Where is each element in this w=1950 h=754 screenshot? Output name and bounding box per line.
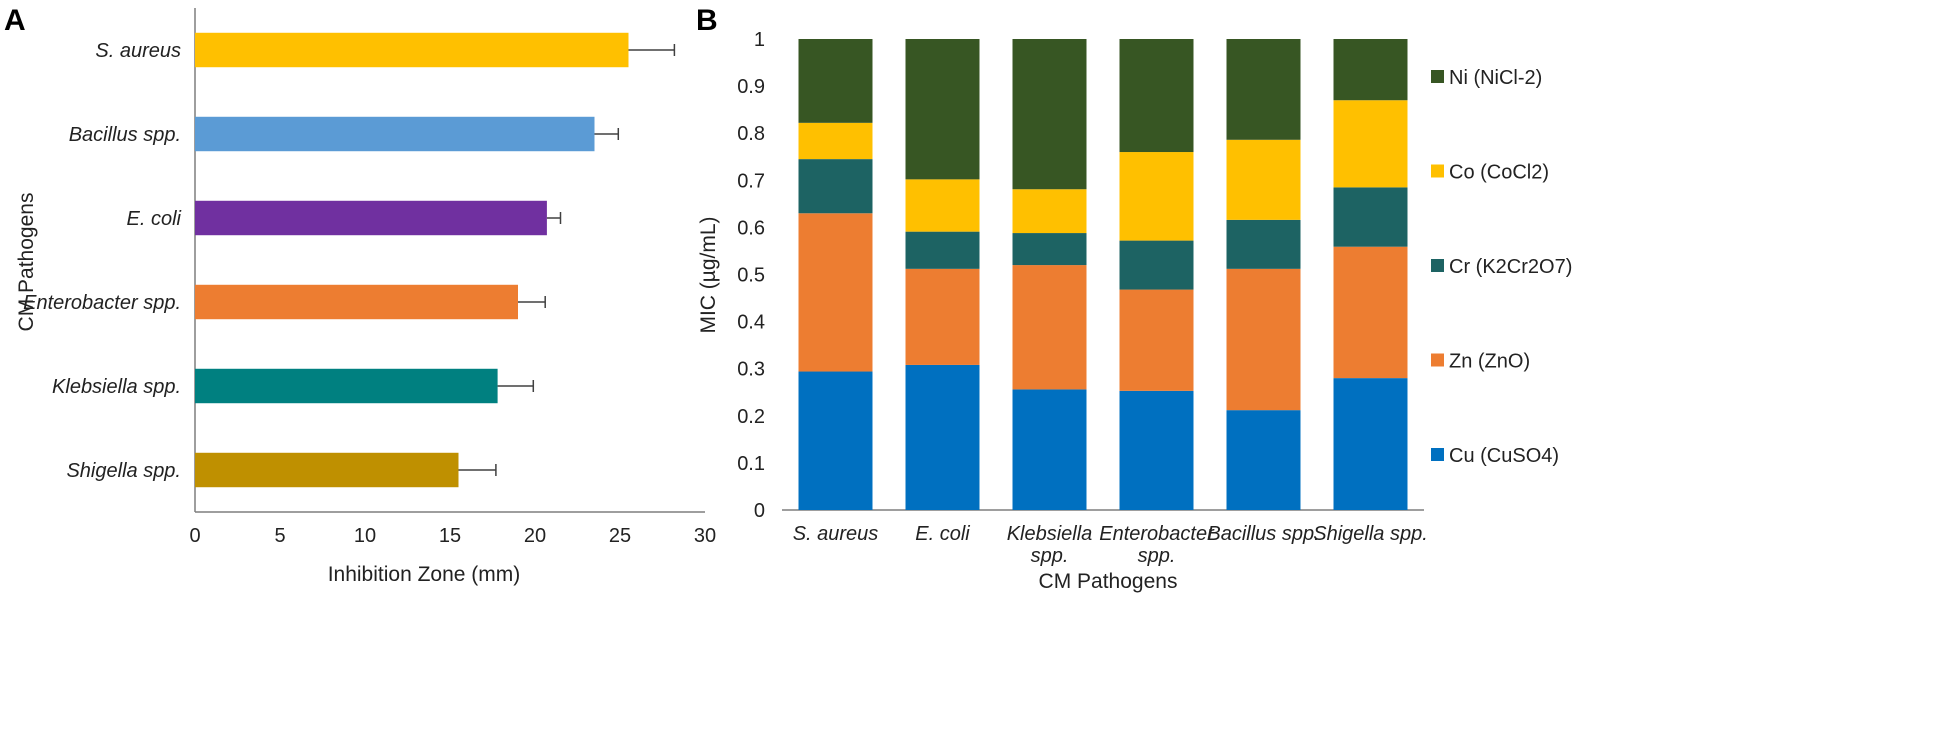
category-label-line: S. aureus <box>793 523 879 545</box>
category-label-line: spp. <box>1031 545 1069 567</box>
segment-co-cocl2-e-coli <box>905 179 980 232</box>
segment-co-cocl2-bacillus-spp <box>1226 139 1301 220</box>
category-label-enterobacter-spp: Enterobacter spp. <box>1099 523 1215 567</box>
category-label-shigella-spp: Shigella spp. <box>1313 523 1428 545</box>
segment-cu-cuso4-shigella-spp <box>1333 378 1408 510</box>
legend-label-cr-k2cr2o7: Cr (K2Cr2O7) <box>1449 256 1572 278</box>
bar-enterobacter-spp <box>195 284 518 320</box>
category-label-shigella-spp: Shigella spp. <box>66 460 181 482</box>
segment-cu-cuso4-klebsiella-spp <box>1012 389 1087 510</box>
legend-swatch-cu-cuso4 <box>1431 448 1444 461</box>
y-tick-0-2: 0.2 <box>737 406 765 428</box>
category-label-line: Klebsiella <box>1007 523 1093 545</box>
y-tick-0-6: 0.6 <box>737 217 765 239</box>
segment-zn-zno-shigella-spp <box>1333 246 1408 379</box>
segment-cr-k2cr2o7-shigella-spp <box>1333 187 1408 247</box>
y-tick-0: 0 <box>754 500 765 522</box>
segment-co-cocl2-enterobacter-spp <box>1119 152 1194 241</box>
legend-swatch-ni-nicl-2 <box>1431 70 1444 83</box>
segment-cr-k2cr2o7-enterobacter-spp <box>1119 240 1194 290</box>
category-label-line: Shigella spp. <box>1313 523 1428 545</box>
y-tick-0-4: 0.4 <box>737 312 765 334</box>
legend-label-co-cocl2: Co (CoCl2) <box>1449 162 1549 184</box>
category-label-e-coli: E. coli <box>915 523 970 545</box>
legend-swatch-zn-zno <box>1431 353 1444 367</box>
segment-zn-zno-e-coli <box>905 268 980 365</box>
segment-cr-k2cr2o7-e-coli <box>905 231 980 269</box>
bar-bacillus-spp <box>195 116 595 152</box>
legend-label-ni-nicl-2: Ni (NiCl-2) <box>1449 67 1542 89</box>
category-label-klebsiella-spp: Klebsiella spp. <box>1007 523 1093 567</box>
category-label-bacillus-spp: Bacillus spp. <box>69 124 181 146</box>
category-label-line: E. coli <box>915 523 970 545</box>
panel-b: B 0 0.1 0.2 0.3 0.4 0.5 0.6 0.7 0.8 0.9 1 S. aureu… <box>696 4 1572 593</box>
x-tick-30: 30 <box>694 525 716 547</box>
segment-cr-k2cr2o7-s-aureus <box>798 159 873 214</box>
x-tick-5: 5 <box>274 525 285 547</box>
x-tick-0: 0 <box>189 525 200 547</box>
segment-co-cocl2-shigella-spp <box>1333 100 1408 188</box>
panel-a: A S. aureus Bacillus spp. E. coli Enterobac… <box>4 4 716 586</box>
segment-cu-cuso4-e-coli <box>905 364 980 510</box>
segment-ni-nicl-2-bacillus-spp <box>1226 39 1301 140</box>
y-tick-0-3: 0.3 <box>737 359 765 381</box>
segment-zn-zno-s-aureus <box>798 213 873 372</box>
legend-label-cu-cuso4: Cu (CuSO4) <box>1449 445 1559 467</box>
panel-b-y-axis-title: MIC (µg/mL) <box>697 216 720 333</box>
bar-e-coli <box>195 200 547 236</box>
category-label-line: spp. <box>1138 545 1176 567</box>
segment-cr-k2cr2o7-bacillus-spp <box>1226 219 1301 269</box>
x-tick-15: 15 <box>439 525 461 547</box>
y-tick-0-5: 0.5 <box>737 265 765 287</box>
x-tick-20: 20 <box>524 525 546 547</box>
category-label-s-aureus: S. aureus <box>95 40 181 62</box>
segment-cu-cuso4-bacillus-spp <box>1226 410 1301 510</box>
segment-cr-k2cr2o7-klebsiella-spp <box>1012 233 1087 266</box>
y-tick-0-7: 0.7 <box>737 170 765 192</box>
bar-s-aureus <box>195 32 629 68</box>
panel-b-x-axis-title: CM Pathogens <box>1039 570 1178 593</box>
segment-zn-zno-bacillus-spp <box>1226 268 1301 411</box>
panel-a-x-axis-title: Inhibition Zone (mm) <box>328 563 521 586</box>
segment-cu-cuso4-enterobacter-spp <box>1119 390 1194 510</box>
category-label-bacillus-spp: Bacillus spp. <box>1207 523 1319 545</box>
segment-zn-zno-enterobacter-spp <box>1119 289 1194 391</box>
segment-ni-nicl-2-enterobacter-spp <box>1119 39 1194 153</box>
category-label-s-aureus: S. aureus <box>793 523 879 545</box>
category-label-klebsiella-spp: Klebsiella spp. <box>52 376 181 398</box>
segment-ni-nicl-2-s-aureus <box>798 39 873 123</box>
category-label-line: Bacillus spp. <box>1207 523 1319 545</box>
y-tick-0-9: 0.9 <box>737 76 765 98</box>
legend-label-zn-zno: Zn (ZnO) <box>1449 351 1530 373</box>
panel-a-y-axis-title: CM Pathogens <box>15 193 38 332</box>
category-label-enterobacter-spp: Enterobacter spp. <box>23 292 181 314</box>
segment-cu-cuso4-s-aureus <box>798 371 873 510</box>
y-tick-1: 1 <box>754 29 765 51</box>
category-label-line: Enterobacter <box>1099 523 1215 545</box>
y-tick-0-8: 0.8 <box>737 123 765 145</box>
segment-co-cocl2-s-aureus <box>798 122 873 160</box>
legend-swatch-cr-k2cr2o7 <box>1431 259 1444 272</box>
panel-a-label: A <box>4 4 26 37</box>
legend-swatch-co-cocl2 <box>1431 164 1444 178</box>
segment-co-cocl2-klebsiella-spp <box>1012 189 1087 234</box>
bar-klebsiella-spp <box>195 368 498 404</box>
panel-b-label: B <box>696 4 718 37</box>
y-tick-0-1: 0.1 <box>737 453 765 475</box>
segment-ni-nicl-2-shigella-spp <box>1333 39 1408 101</box>
segment-ni-nicl-2-klebsiella-spp <box>1012 39 1087 190</box>
bar-shigella-spp <box>195 452 459 488</box>
x-tick-10: 10 <box>354 525 376 547</box>
segment-zn-zno-klebsiella-spp <box>1012 265 1087 390</box>
category-label-e-coli: E. coli <box>127 208 182 230</box>
x-tick-25: 25 <box>609 525 631 547</box>
segment-ni-nicl-2-e-coli <box>905 39 980 180</box>
